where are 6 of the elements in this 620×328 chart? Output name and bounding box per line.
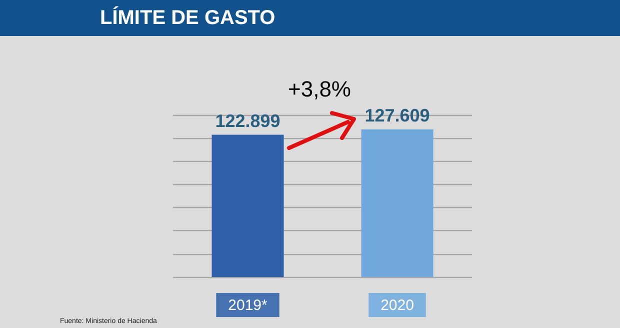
chart-title: LÍMITE DE GASTO: [100, 7, 276, 30]
data-label: 122.899: [215, 110, 280, 131]
text: +3,8%: [288, 76, 351, 102]
x-tick-label: 2019*: [228, 297, 268, 314]
data-label: 127.609: [364, 105, 430, 126]
x-tick-label: 2020: [380, 297, 414, 314]
